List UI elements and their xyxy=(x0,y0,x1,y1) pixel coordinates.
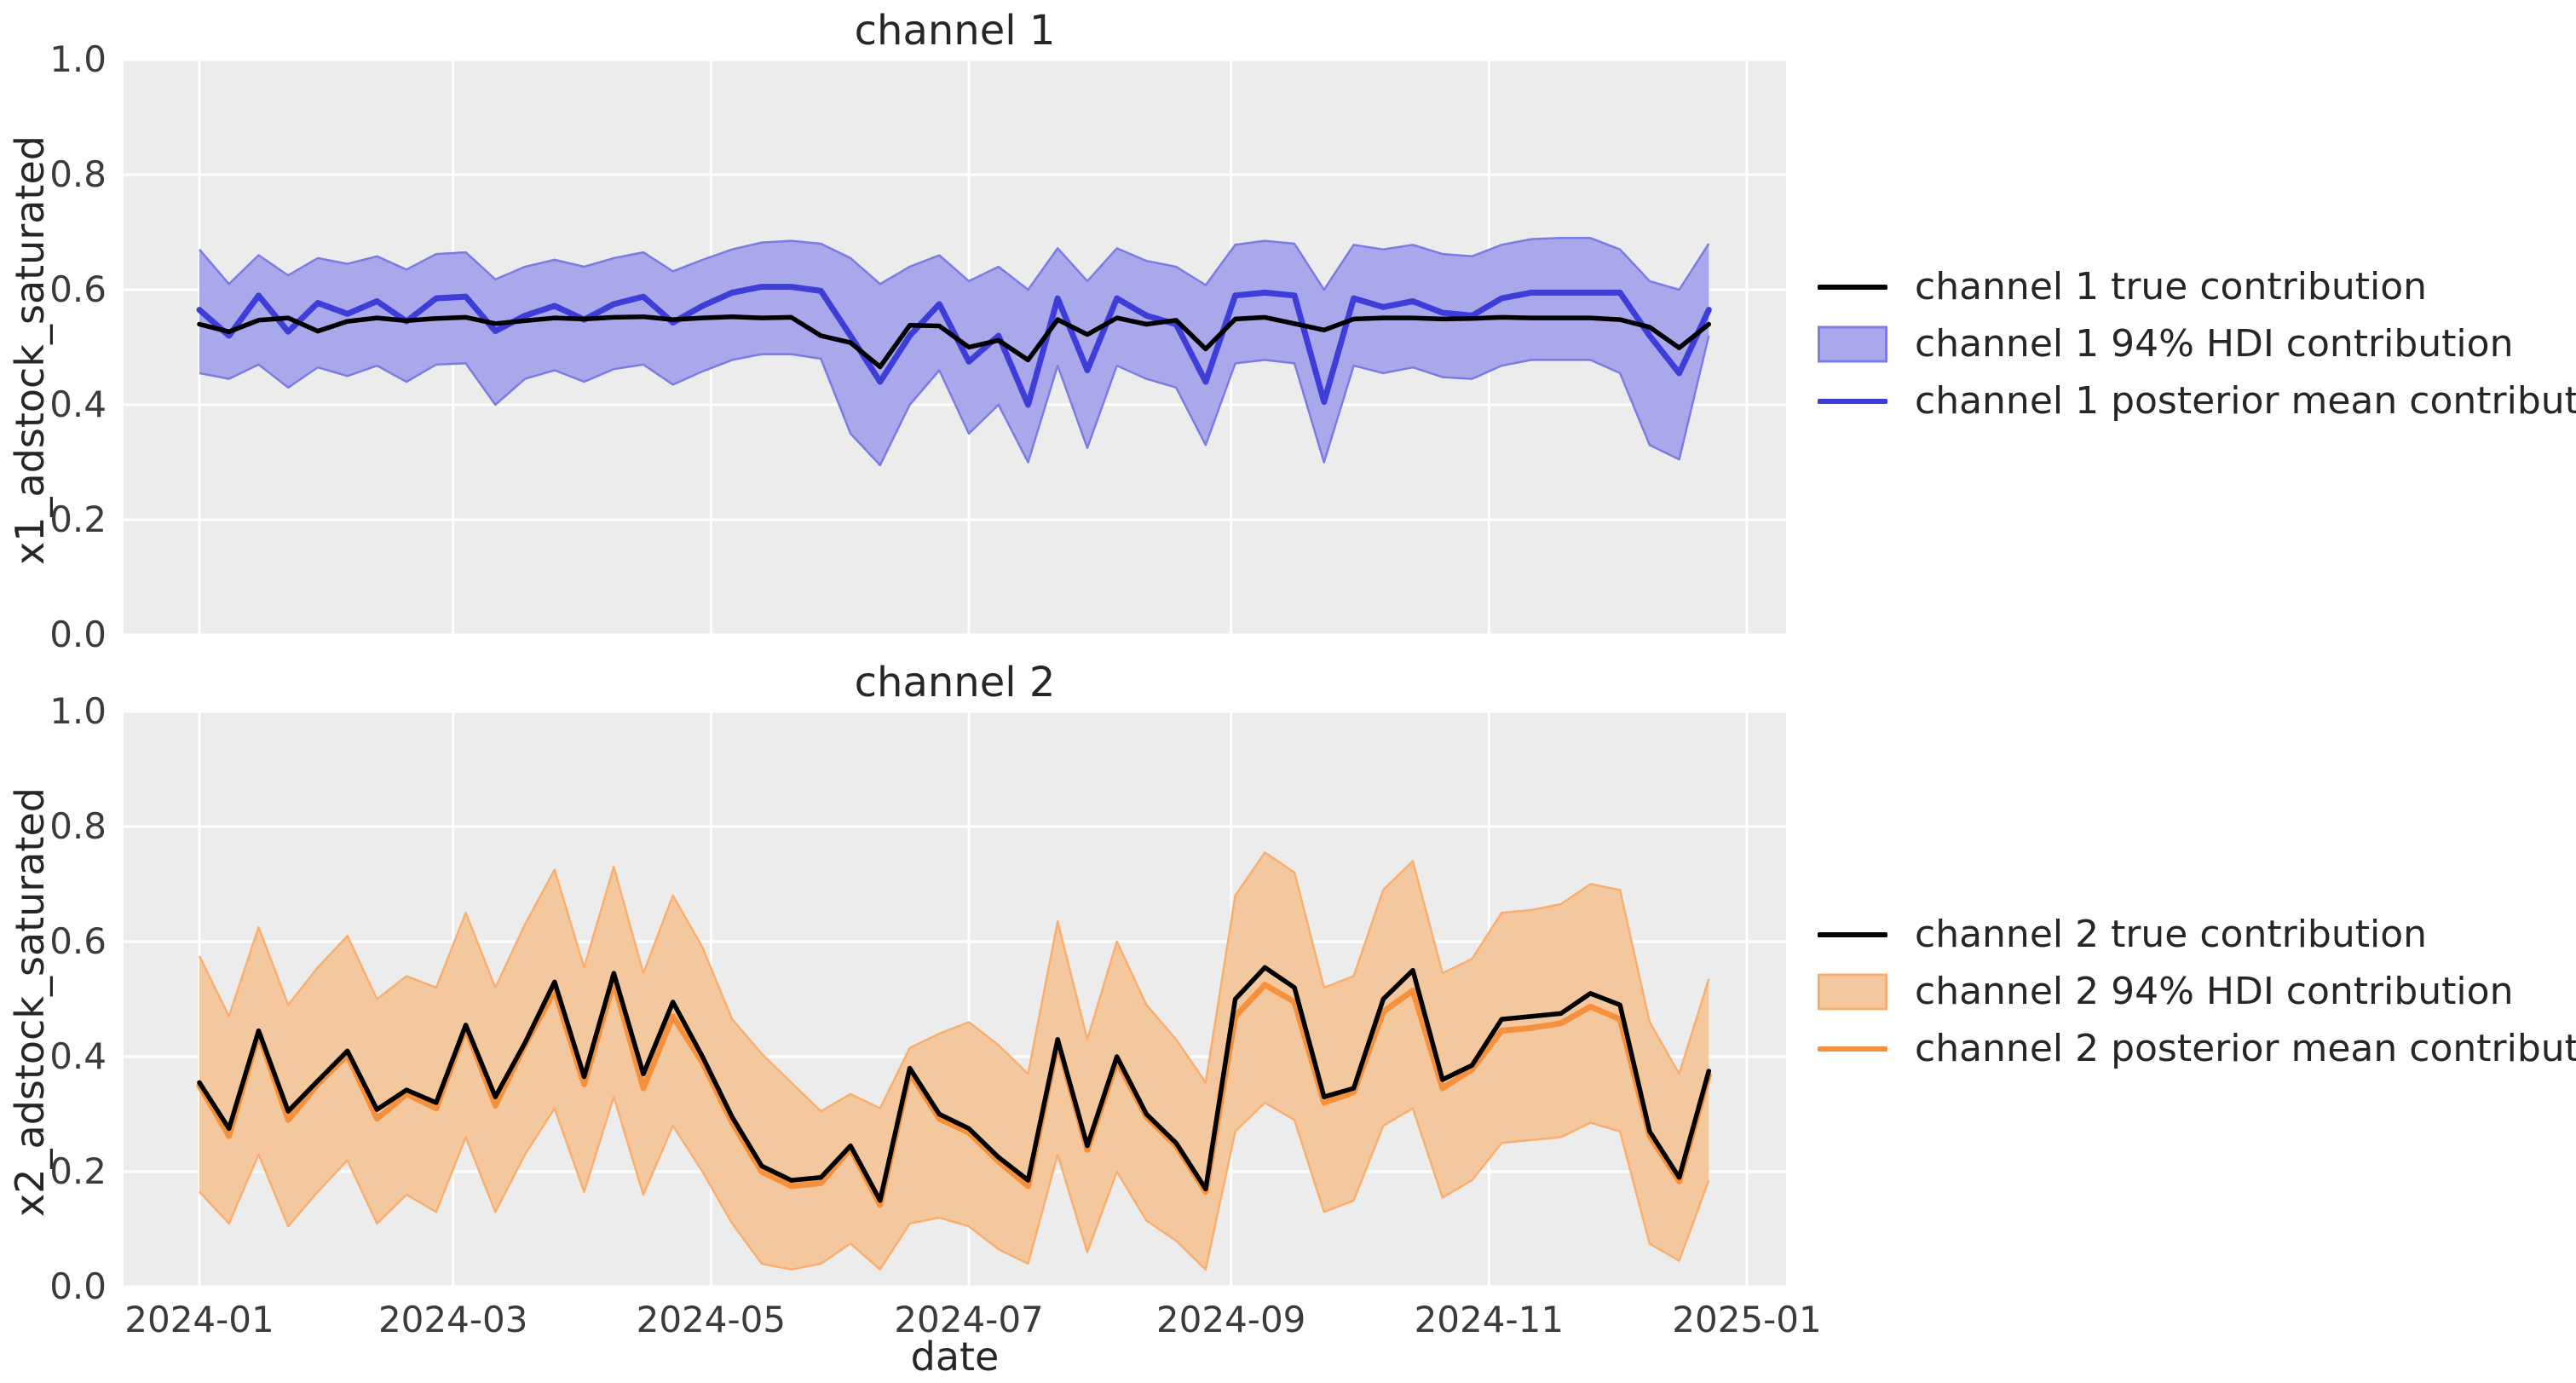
legend-line-swatch xyxy=(1818,915,1887,954)
legend-label: channel 2 true contribution xyxy=(1915,913,2428,956)
hdi-band-swatch xyxy=(1818,973,1887,1010)
hdi-band-lower-edge xyxy=(199,335,1710,467)
legend-label: channel 1 true contribution xyxy=(1915,265,2428,308)
chart-title-channel-2: channel 2 xyxy=(854,659,1056,706)
legend-channel-2: channel 2 true contribution channel 2 94%… xyxy=(1818,906,2576,1077)
y-tick-label: 0.8 xyxy=(49,805,107,847)
y-tick-label: 0.2 xyxy=(49,498,107,540)
legend-item: channel 2 94% HDI contribution xyxy=(1818,963,2576,1020)
legend-label: channel 2 posterior mean contribution xyxy=(1915,1027,2576,1070)
x-axis-label: date xyxy=(910,1334,1000,1380)
legend-item: channel 2 posterior mean contribution xyxy=(1818,1020,2576,1077)
hdi-band-upper-edge xyxy=(199,237,1710,291)
chart-title-channel-1: channel 1 xyxy=(854,7,1056,55)
x-tick-label: 2024-05 xyxy=(636,1299,787,1340)
legend-item: channel 1 posterior mean contribution xyxy=(1818,372,2576,429)
hdi-band-swatch xyxy=(1818,326,1887,362)
x-tick-label: 2024-11 xyxy=(1414,1299,1565,1340)
legend-item: channel 2 true contribution xyxy=(1818,906,2576,963)
legend-patch-swatch xyxy=(1818,325,1887,364)
legend-swatch-graphic xyxy=(1818,931,1887,937)
x-tick-label: 2024-09 xyxy=(1155,1299,1306,1340)
y-tick-label: 1.0 xyxy=(49,690,107,732)
legend-item: channel 1 94% HDI contribution xyxy=(1818,315,2576,372)
legend-line-swatch xyxy=(1818,382,1887,421)
y-tick-label: 1.0 xyxy=(49,38,107,80)
legend-label: channel 1 94% HDI contribution xyxy=(1915,322,2514,366)
legend-line-swatch xyxy=(1818,1029,1887,1069)
true-contribution-line xyxy=(197,314,1712,370)
hdi-band xyxy=(199,238,1709,465)
hdi-band xyxy=(199,852,1709,1270)
channel-2-plot xyxy=(124,712,1786,1287)
legend-swatch-graphic xyxy=(1818,326,1887,362)
y-tick-label: 0.6 xyxy=(49,920,107,962)
y-tick-label: 0.2 xyxy=(49,1150,107,1192)
y-tick-label: 0.6 xyxy=(49,268,107,310)
legend-item: channel 1 true contribution xyxy=(1818,258,2576,315)
y-tick-label: 0.0 xyxy=(49,614,107,655)
legend-swatch-graphic xyxy=(1818,398,1887,404)
channel-1-plot xyxy=(124,60,1786,635)
x-tick-label: 2024-07 xyxy=(894,1299,1044,1340)
y-tick-label: 0.8 xyxy=(49,153,107,195)
true-contribution-line xyxy=(197,965,1712,1203)
legend-swatch-graphic xyxy=(1818,973,1887,1010)
y-axis-label-chart-2: x2_adstock_saturated xyxy=(7,787,53,1217)
legend-label: channel 2 94% HDI contribution xyxy=(1915,970,2514,1013)
y-tick-label: 0.0 xyxy=(49,1265,107,1307)
legend-label: channel 1 posterior mean contribution xyxy=(1915,379,2576,423)
posterior-mean-line xyxy=(196,284,1712,408)
hdi-band-upper-edge xyxy=(198,851,1710,1113)
x-tick-label: 2024-03 xyxy=(377,1299,528,1340)
hdi-band-lower-edge xyxy=(199,1095,1710,1271)
legend-swatch-graphic xyxy=(1818,1046,1887,1052)
legend-channel-1: channel 1 true contribution channel 1 94%… xyxy=(1818,258,2576,429)
y-tick-label: 0.4 xyxy=(49,383,107,425)
legend-swatch-graphic xyxy=(1818,284,1887,290)
y-axis-label-chart-1: x1_adstock_saturated xyxy=(7,135,53,565)
legend-patch-swatch xyxy=(1818,972,1887,1011)
x-tick-label: 2025-01 xyxy=(1672,1299,1822,1340)
x-tick-label: 2024-01 xyxy=(124,1299,274,1340)
y-tick-label: 0.4 xyxy=(49,1035,107,1077)
legend-line-swatch xyxy=(1818,268,1887,307)
